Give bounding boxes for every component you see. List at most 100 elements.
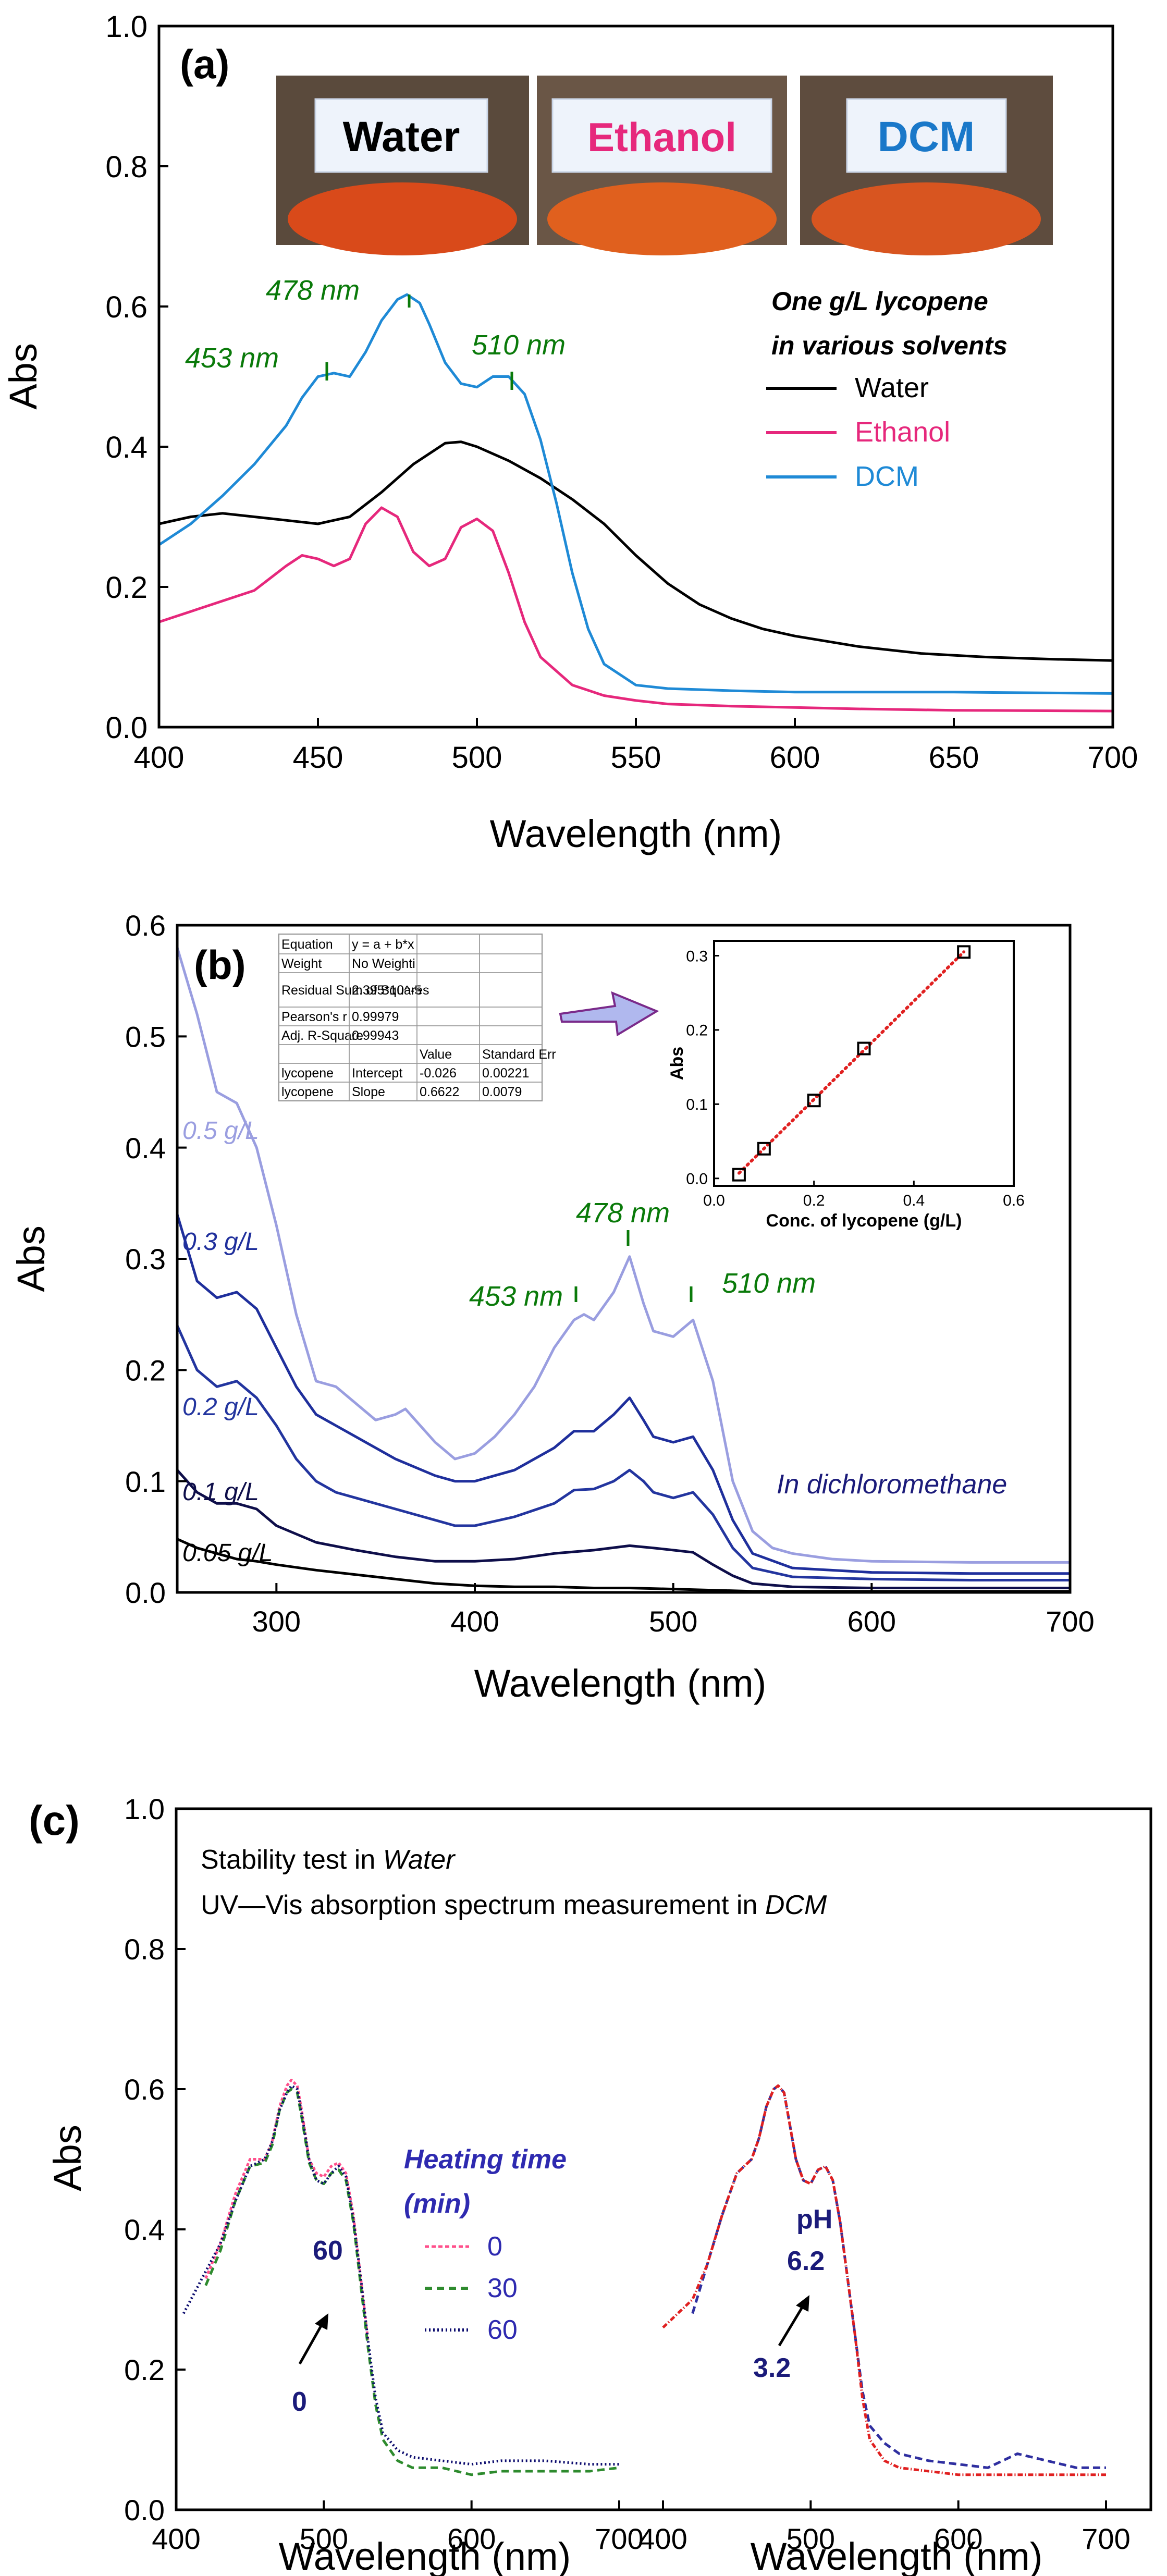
panel-a-peak-510: 510 nm [472, 329, 566, 361]
fit-table-cell-text: Equation [281, 937, 333, 952]
inset-xtick-label: 0.0 [703, 1192, 725, 1209]
panel-c-left-ytick-label: 0.6 [124, 2073, 165, 2106]
panel-c-series-group [182, 2079, 1106, 2476]
inset-fit-line [737, 950, 966, 1175]
fit-table-cell-text: 2.395*10^-5 [352, 983, 422, 998]
flask-photo-ethanol-label-box [551, 98, 772, 173]
inset-data-point [807, 1094, 821, 1108]
panel-a-ytick-label: 0.2 [105, 571, 148, 605]
fit-table-cell-text: No Weighti [352, 956, 415, 971]
panel-b-ylabel: Abs [9, 1225, 53, 1292]
panel-b-xtick-label: 600 [847, 1605, 896, 1638]
inset-xlabel: Conc. of lycopene (g/L) [766, 1211, 962, 1231]
panel-b-ytick-label: 0.4 [125, 1132, 166, 1164]
fit-table-cell-text: 0.99979 [352, 1010, 399, 1024]
panel-a-xtick-label: 700 [1088, 741, 1138, 775]
inset-regression-plot: 0.0 0.2 0.4 0.6 0.0 0.1 0.2 0.3 Conc. of lycopen… [667, 940, 1025, 1231]
fit-table-cell-text: y = a + b*x [352, 937, 414, 952]
fit-table-cell-text: Value [420, 1047, 452, 1062]
panel-c-right-series-6.2 [691, 2084, 1106, 2469]
panel-a-xtick-label: 500 [452, 741, 502, 775]
solvent-note: In dichloromethane [777, 1469, 1007, 1500]
panel-b-series-0.3-g-L [176, 1213, 1070, 1575]
panel-b-ytick-label: 0.0 [125, 1576, 166, 1609]
conc-label-02: 0.2 g/L [182, 1393, 259, 1421]
heating-legend-label-0: 0 [487, 2231, 502, 2262]
panel-c-right-xtick-label: 700 [1082, 2522, 1130, 2555]
fit-table-cell-text: 0.6622 [420, 1085, 459, 1099]
panel-a-xtick-label: 550 [611, 741, 661, 775]
panel-c-left-xtick-label: 400 [152, 2522, 200, 2555]
right-arrow-bottom-label: 3.2 [753, 2353, 791, 2383]
panel-c-right-xtick-label: 400 [638, 2522, 687, 2555]
fit-table-cell-text: Pearson's r [281, 1010, 347, 1024]
legend-label-ethanol: Ethanol [855, 416, 950, 448]
fit-table-cell-text: -0.026 [420, 1066, 457, 1081]
fit-table-cell-text: 0.00221 [482, 1066, 529, 1081]
panel-c-left-series-60 [182, 2084, 619, 2466]
heating-legend-label-30: 30 [487, 2273, 518, 2303]
panel-b-series-0.2-g-L [176, 1324, 1070, 1581]
flask-photo-ethanol-label: Ethanol [587, 114, 736, 160]
fit-table-cell-text: lycopene [281, 1066, 334, 1081]
panel-a: 400 450 500 550 600 650 7000.00.20.40.60.81.0 … [2, 10, 1138, 855]
panel-a-xtick-label: 600 [770, 741, 820, 775]
heating-legend-title-2: (min) [404, 2189, 470, 2219]
panel-c-title-line1: Stability test in Water [201, 1845, 456, 1875]
flask-photo-water-label-box [314, 98, 488, 173]
panel-b-ytick-label: 0.1 [125, 1465, 166, 1498]
left-arrow-bottom-label: 0 [292, 2387, 307, 2417]
panel-a-label: (a) [180, 41, 229, 87]
left-arrow-head [315, 2313, 328, 2330]
flask-photo-water-liquid [288, 182, 517, 255]
panel-a-xtick-label: 450 [293, 741, 343, 775]
panel-c-left-ytick-label: 0.2 [124, 2353, 165, 2386]
right-arrow-top-label: 6.2 [787, 2246, 825, 2276]
panel-b-ytick-label: 0.2 [125, 1354, 166, 1387]
left-arrow-top-label: 60 [313, 2236, 343, 2266]
panel-a-legend-title-2: in various solvents [771, 331, 1008, 360]
panel-b-series-0.1-g-L [176, 1469, 1070, 1589]
conc-label-01: 0.1 g/L [182, 1478, 259, 1506]
inset-data-point [757, 1142, 771, 1156]
panel-b-xtick-label: 500 [649, 1605, 697, 1638]
inset-ytick-label: 0.2 [686, 1022, 708, 1039]
panel-b-peak-453: 453 nm [469, 1281, 563, 1312]
panel-c-right-xtick-label: 600 [934, 2522, 982, 2555]
panel-a-peak-453: 453 nm [185, 342, 279, 374]
panel-c-right-xtick-label: 500 [787, 2522, 835, 2555]
inset-data-point [857, 1041, 871, 1056]
inset-xtick-label: 0.4 [903, 1192, 925, 1209]
fit-table-cell [479, 1082, 543, 1101]
panel-b-ytick-label: 0.5 [125, 1020, 166, 1053]
panel-c-right-xlabel: Wavelength (nm) [751, 2535, 1043, 2576]
inset-background [667, 938, 1024, 1222]
flask-photo-dcm-liquid [812, 182, 1041, 255]
panel-a-axes-group: 400 450 500 550 600 650 700 0.0 0.2 0.4 0.6 0.8 1.0 [105, 10, 1138, 775]
panel-b-xtick-label: 700 [1046, 1605, 1094, 1638]
panel-c-left-xtick-label: 700 [595, 2522, 643, 2555]
panel-c-title-line2: UV—Vis absorption spectrum measurement i… [201, 1890, 827, 1920]
panel-c-left-ytick-label: 0.4 [124, 2213, 165, 2246]
flask-photo-dcm-label: DCM [878, 113, 975, 161]
panel-b-ytick-label: 0.3 [125, 1243, 166, 1275]
panel-c-left-series-30 [204, 2088, 620, 2476]
panel-b-ytick-label: 0.6 [125, 909, 166, 942]
fit-table-cell-text: Standard Err [482, 1047, 556, 1062]
panel-c-left-ytick-label: 0.8 [124, 1933, 165, 1966]
fit-table-cell-text: 0.99943 [352, 1028, 399, 1043]
panel-b-xlabel: Wavelength (nm) [474, 1662, 767, 1705]
panel-c-left-ytick-label: 1.0 [124, 1793, 165, 1825]
flask-photo-ethanol: Ethanol [537, 76, 787, 255]
fit-table-cell-text: Intercept [352, 1066, 402, 1081]
fit-table-cell-text: Slope [352, 1085, 385, 1099]
panel-c-ylabel: Abs [46, 2125, 89, 2191]
panel-a-series-Ethanol [158, 506, 1113, 713]
panel-c-left-xtick-label: 500 [300, 2522, 348, 2555]
flask-photo-dcm: DCM [800, 76, 1053, 255]
fit-table-cell-text: 0.0079 [482, 1085, 522, 1099]
inset-axes-frame [713, 940, 1015, 1187]
panel-c-left-ytick-label: 0.0 [124, 2494, 165, 2526]
